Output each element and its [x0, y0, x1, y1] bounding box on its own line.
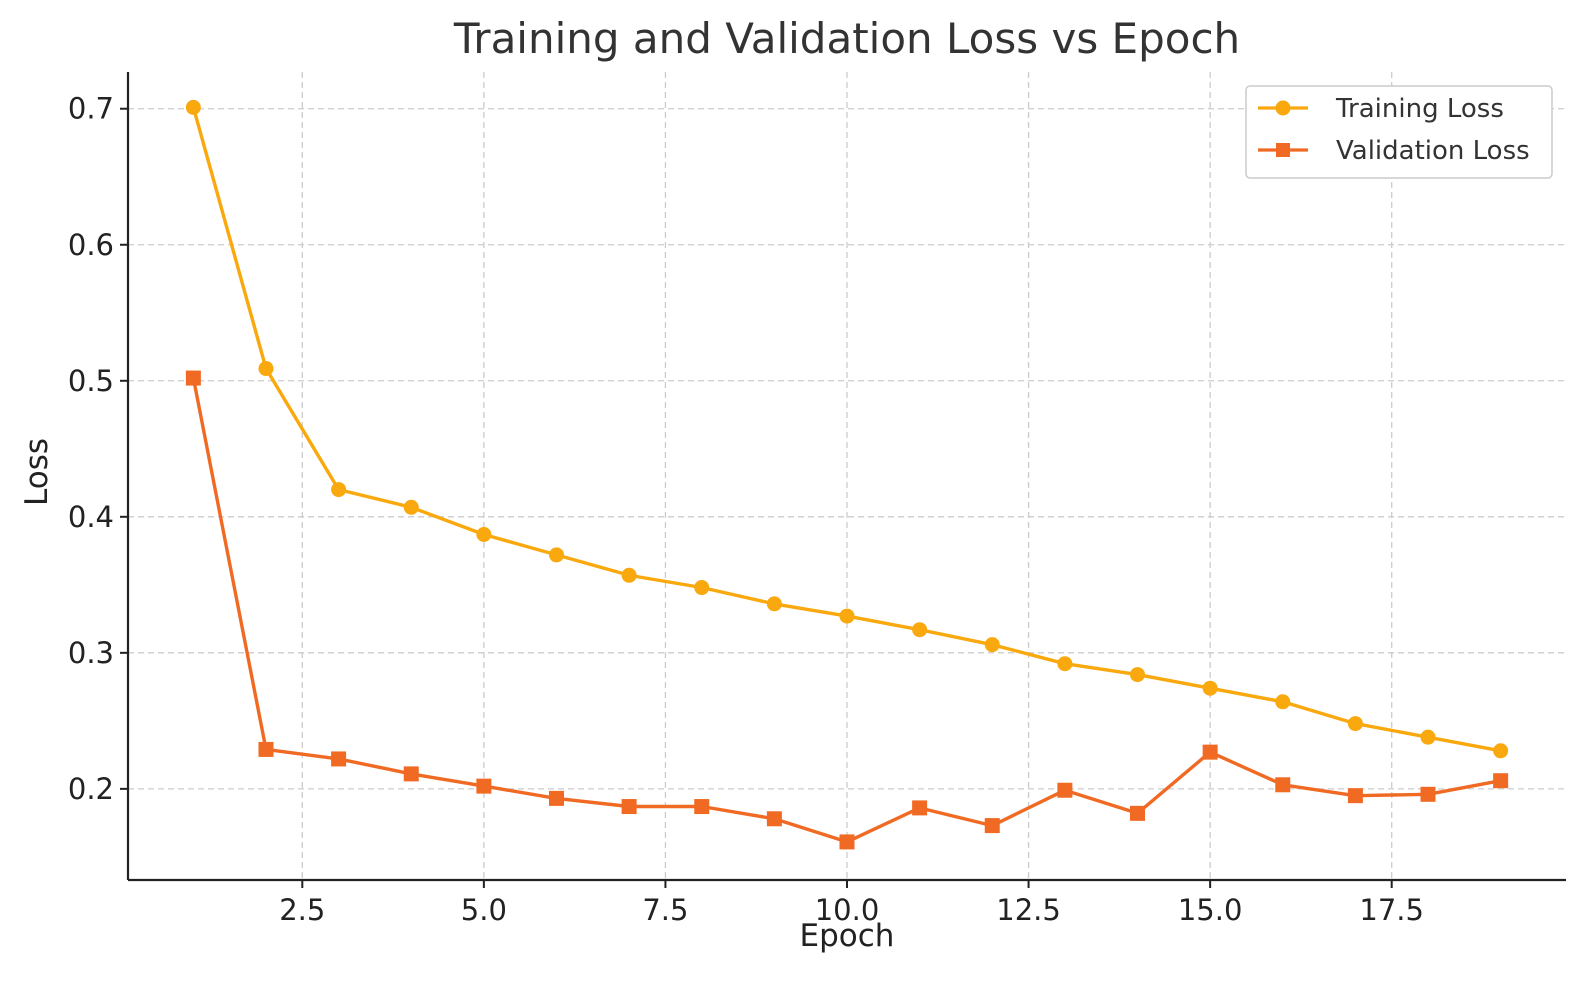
data-point-validation-loss-12 [984, 818, 1000, 834]
data-point-training-loss-19 [1493, 743, 1509, 759]
data-point-training-loss-2 [258, 361, 274, 377]
y-tick-label-3: 0.5 [68, 364, 114, 398]
data-point-validation-loss-3 [331, 751, 347, 767]
x-tick-label-1: 5.0 [461, 893, 507, 927]
legend-marker-validation [1276, 143, 1290, 157]
x-tick-label-4: 12.5 [996, 893, 1061, 927]
data-point-validation-loss-19 [1493, 773, 1509, 789]
y-tick-label-1: 0.3 [68, 636, 114, 670]
y-tick-label-5: 0.7 [68, 92, 114, 126]
data-point-training-loss-4 [403, 499, 419, 515]
data-point-validation-loss-10 [839, 834, 855, 850]
series-layer [185, 99, 1509, 850]
data-point-validation-loss-16 [1275, 777, 1291, 793]
x-tick-label-2: 7.5 [642, 893, 688, 927]
legend-label-validation: Validation Loss [1336, 136, 1530, 166]
data-point-validation-loss-11 [912, 800, 928, 816]
data-point-validation-loss-18 [1420, 786, 1436, 802]
x-tick-label-0: 2.5 [279, 893, 325, 927]
data-point-validation-loss-1 [185, 370, 201, 386]
x-tick-label-6: 17.5 [1359, 893, 1424, 927]
legend-box [1245, 85, 1553, 179]
data-point-training-loss-14 [1130, 667, 1146, 683]
data-point-training-loss-1 [185, 99, 201, 115]
data-point-training-loss-6 [548, 547, 564, 563]
y-tick-label-0: 0.2 [68, 772, 114, 806]
data-point-training-loss-17 [1347, 716, 1363, 732]
data-point-validation-loss-4 [403, 766, 419, 782]
data-point-training-loss-18 [1420, 729, 1436, 745]
data-point-validation-loss-6 [548, 790, 564, 806]
data-point-validation-loss-9 [766, 811, 782, 827]
data-point-training-loss-15 [1202, 680, 1218, 696]
grid [128, 72, 1566, 880]
data-point-training-loss-5 [476, 526, 492, 542]
x-axis-label: Epoch [800, 918, 895, 954]
x-tick-label-5: 15.0 [1178, 893, 1243, 927]
data-point-training-loss-8 [694, 580, 710, 596]
data-point-validation-loss-17 [1347, 788, 1363, 804]
data-point-validation-loss-7 [621, 799, 637, 815]
y-tick-label-2: 0.4 [68, 500, 114, 534]
data-point-validation-loss-2 [258, 741, 274, 757]
data-point-training-loss-11 [912, 622, 928, 638]
legend: Training Loss Validation Loss [1245, 85, 1553, 179]
chart-title: Training and Validation Loss vs Epoch [453, 14, 1240, 63]
y-tick-label-4: 0.6 [68, 228, 114, 262]
data-point-validation-loss-14 [1130, 805, 1146, 821]
data-point-training-loss-12 [984, 637, 1000, 653]
data-point-training-loss-16 [1275, 694, 1291, 710]
ticks: 2.5 5.0 7.5 10.0 12.5 15.0 17.5 0.2 0.3 0.4 0.5 0.6… [68, 92, 1424, 927]
data-point-validation-loss-13 [1057, 782, 1073, 798]
legend-marker-training [1275, 100, 1291, 116]
data-point-validation-loss-8 [694, 799, 710, 815]
data-point-training-loss-13 [1057, 656, 1073, 672]
x-tick-label-3: 10.0 [815, 893, 880, 927]
data-point-training-loss-3 [331, 482, 347, 498]
data-point-validation-loss-15 [1202, 744, 1218, 760]
y-axis-label: Loss [19, 438, 55, 506]
data-point-training-loss-10 [839, 608, 855, 624]
legend-label-training: Training Loss [1335, 94, 1504, 124]
data-point-training-loss-7 [621, 567, 637, 583]
data-point-training-loss-9 [766, 596, 782, 612]
data-point-validation-loss-5 [476, 778, 492, 794]
